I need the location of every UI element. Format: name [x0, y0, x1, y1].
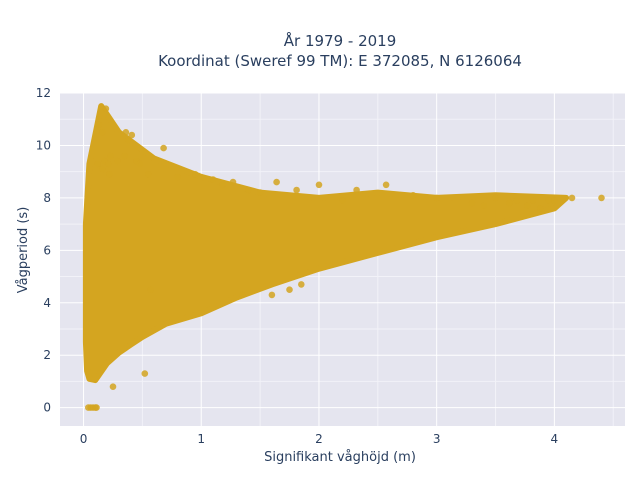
scatter-point [433, 194, 441, 202]
scatter-point [268, 291, 276, 299]
scatter-point [105, 160, 112, 168]
y-tick-label: 8 [43, 191, 51, 205]
scatter-point [95, 121, 103, 128]
scatter-point [147, 286, 154, 294]
y-tick-label: 10 [36, 138, 51, 152]
scatter-point [174, 173, 181, 181]
scatter-point [128, 131, 136, 139]
scatter-point [209, 176, 217, 183]
scatter-point [93, 404, 100, 411]
y-tick-label: 6 [43, 243, 51, 257]
x-tick-label: 3 [433, 432, 441, 446]
x-tick-label: 1 [197, 432, 205, 446]
y-tick-label: 2 [43, 348, 51, 362]
scatter-point [94, 160, 101, 168]
x-tick-label: 4 [551, 432, 559, 446]
scatter-point [160, 144, 167, 152]
scatter-point [286, 286, 293, 294]
scatter-point [568, 194, 576, 202]
scatter-point [339, 197, 346, 204]
scatter-point [239, 291, 246, 299]
scatter-point [219, 181, 226, 189]
scatter-point [99, 129, 106, 136]
scatter-point [256, 189, 264, 196]
scatter-point [293, 186, 300, 194]
scatter-point [141, 370, 149, 377]
scatter-point [545, 197, 552, 204]
scatter-point [409, 192, 417, 199]
scatter-point [99, 165, 106, 173]
x-tick-label: 0 [80, 432, 88, 446]
scatter-point [492, 194, 499, 202]
y-tick-label: 12 [36, 86, 51, 100]
y-tick-label: 4 [43, 296, 51, 310]
scatter-point [192, 171, 199, 178]
scatter-point [121, 152, 128, 160]
scatter-point [551, 197, 558, 204]
x-tick-label: 2 [315, 432, 323, 446]
scatter-point [107, 152, 114, 160]
scatter-point [480, 202, 488, 209]
scatter-point [529, 197, 537, 204]
scatter-point [109, 383, 117, 391]
chart-title-line-2: Koordinat (Sweref 99 TM): E 372085, N 61… [158, 52, 522, 70]
scatter-point [524, 202, 531, 209]
scatter-point [273, 178, 280, 186]
data-points [82, 103, 605, 411]
scatter-point [125, 136, 132, 144]
scatter-point [298, 281, 305, 288]
scatter-point [114, 157, 121, 165]
scatter-point [245, 186, 252, 194]
y-axis-title: Vågperiod (s) [16, 207, 31, 294]
scatter-point [106, 171, 113, 178]
scatter-point [513, 197, 520, 204]
x-axis-title: Signifikant våghöjd (m) [264, 450, 416, 465]
chart-title-line-1: År 1979 - 2019 [284, 31, 397, 50]
scatter-point [598, 194, 605, 202]
scatter-point [315, 181, 323, 189]
scatter-point [537, 205, 544, 212]
scatter-point [468, 199, 476, 207]
scatter-point [382, 181, 390, 189]
scatter-point [136, 160, 144, 168]
scatter-point [102, 105, 110, 112]
scatter-point [506, 199, 513, 207]
y-tick-label: 0 [43, 401, 51, 415]
scatter-point [229, 178, 237, 186]
scatter-point [122, 129, 130, 136]
scatter-point [145, 171, 152, 178]
scatter-point [353, 186, 360, 194]
dense-point-cloud [82, 103, 570, 384]
